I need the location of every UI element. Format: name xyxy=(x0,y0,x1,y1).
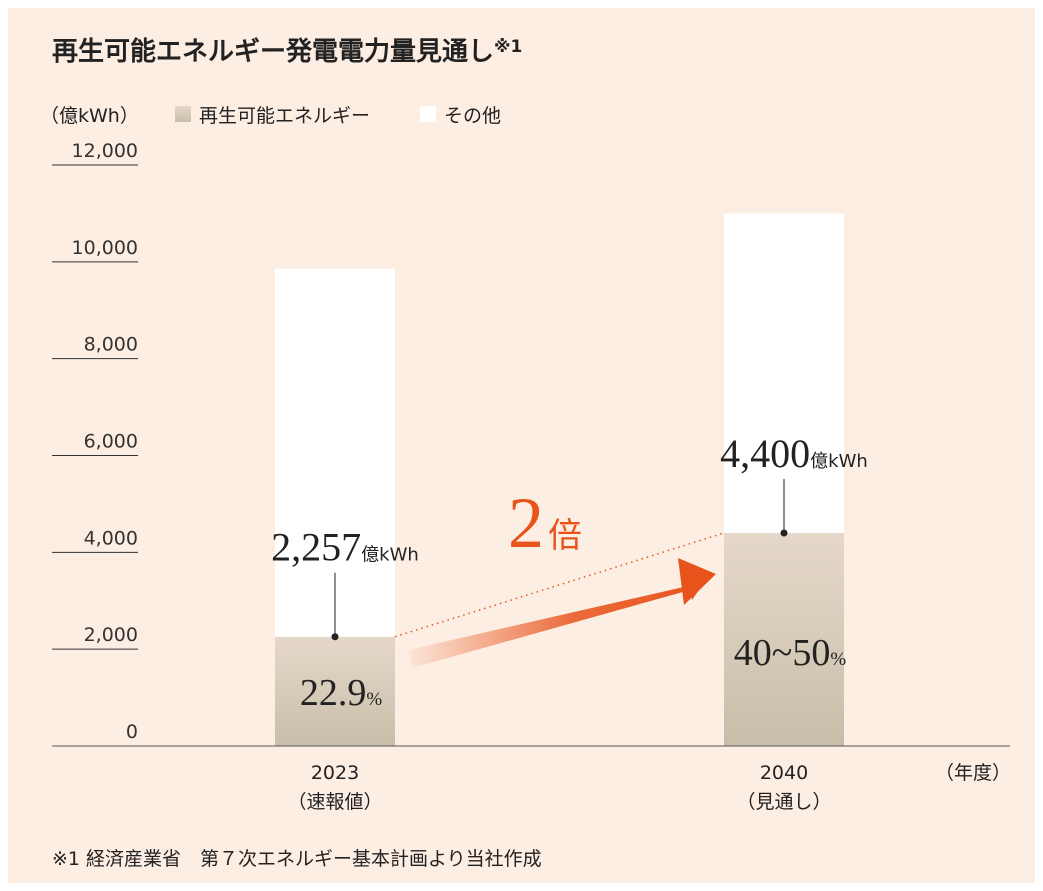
legend-swatch xyxy=(175,106,191,122)
x-tick-note: （速報値） xyxy=(287,791,382,813)
value-unit: 億kWh xyxy=(810,451,868,472)
share-label: 40~50% xyxy=(734,632,847,674)
legend-label: その他 xyxy=(444,105,501,127)
title-note: ※1 xyxy=(494,37,522,57)
growth-number: 2 xyxy=(508,483,544,563)
value-number: 4,400 xyxy=(720,431,810,476)
y-tick-label: 12,000 xyxy=(72,140,138,162)
share-unit: % xyxy=(830,649,846,670)
growth-arrow xyxy=(408,572,710,668)
legend-swatch xyxy=(420,106,436,122)
growth-text: 倍 xyxy=(548,516,582,556)
dotted-connector xyxy=(394,532,725,638)
arrow-head xyxy=(678,558,716,605)
value-label: 2,257億kWh xyxy=(271,525,419,570)
share-unit: % xyxy=(366,689,382,710)
y-axis-label: （億kWh） xyxy=(40,105,139,127)
value-unit: 億kWh xyxy=(361,545,419,566)
chart-title: 再生可能エネルギー発電電力量見通し※1 xyxy=(52,36,522,67)
y-tick-label: 6,000 xyxy=(84,431,138,453)
y-tick-label: 2,000 xyxy=(84,624,138,646)
share-label: 22.9% xyxy=(300,672,383,714)
legend-label: 再生可能エネルギー xyxy=(199,105,370,127)
y-tick-label: 4,000 xyxy=(84,527,138,549)
share-number: 40~50 xyxy=(734,632,831,674)
leader-dot xyxy=(780,529,788,537)
y-tick-label: 10,000 xyxy=(72,237,138,259)
bar-segment xyxy=(724,532,844,746)
x-tick-label: 2040 xyxy=(760,762,808,784)
x-tick-label: 2023 xyxy=(311,762,359,784)
x-axis-label: （年度） xyxy=(935,762,1011,784)
bar-segment xyxy=(275,636,395,746)
background xyxy=(8,8,1035,883)
share-number: 22.9 xyxy=(300,672,367,714)
leader-dot xyxy=(331,633,339,641)
value-label: 4,400億kWh xyxy=(720,431,868,476)
footnote: ※1 経済産業省 第７次エネルギー基本計画より当社作成 xyxy=(52,848,542,870)
y-tick-label: 8,000 xyxy=(84,334,138,356)
title: 再生可能エネルギー発電電力量見通し xyxy=(52,36,494,67)
y-tick-label: 0 xyxy=(126,721,138,743)
x-tick-note: （見通し） xyxy=(736,791,831,813)
value-number: 2,257 xyxy=(271,525,361,570)
